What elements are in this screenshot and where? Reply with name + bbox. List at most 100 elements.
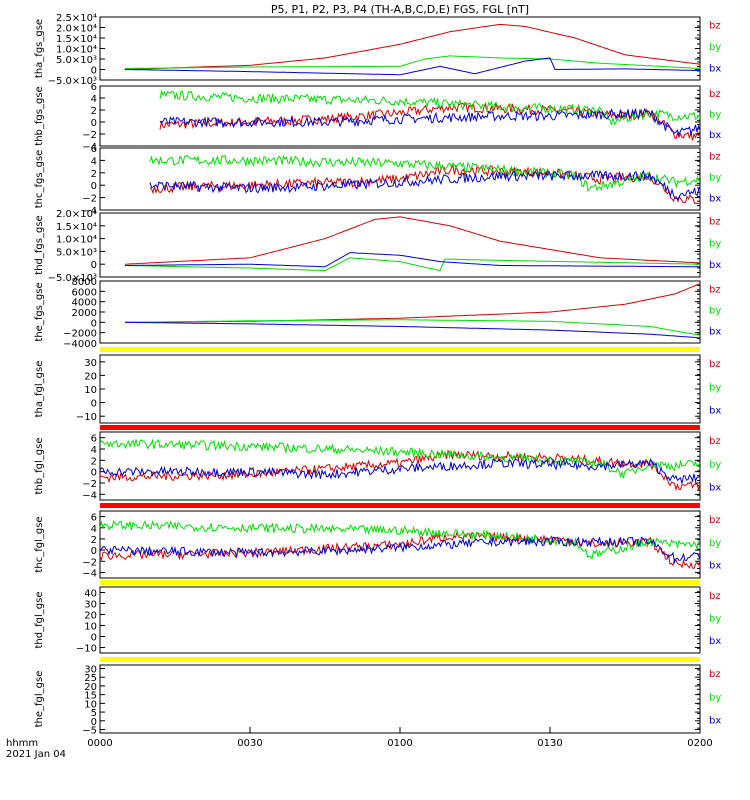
y-tick-label: −4 [82,142,97,153]
panel-frame [99,586,701,654]
status-bar-2 [100,503,700,508]
legend-bz: bz [709,515,721,526]
y-tick-label: 10 [84,385,97,396]
y-axis-label: the_fgl_gse [34,671,45,728]
y-tick-label: 1.0×10⁴ [56,235,97,246]
y-tick-label: −2 [82,194,97,205]
panel-tha_fgs_gse: 2.5×10⁴2.0×10⁴1.5×10⁴1.0×10⁴5.0×10³0−5.0… [34,13,721,87]
y-tick-label: −2 [82,557,97,568]
y-tick-label: −5.0×10³ [48,273,97,284]
series-bx [159,107,701,137]
legend-bz: bz [709,591,721,602]
x-tick-label: 0100 [387,738,412,749]
series-bx [99,458,701,484]
y-tick-label: 0 [91,318,97,329]
y-tick-label: −4 [82,568,97,579]
legend-by: by [709,306,721,317]
panel-frame [99,85,701,147]
y-axis-label: tha_fgl_gse [34,361,45,418]
y-tick-label: −2 [82,130,97,141]
series-by [124,55,701,69]
y-tick-label: 2 [91,456,97,467]
y-tick-label: 0 [91,181,97,192]
y-tick-label: 10 [84,699,97,710]
series-bx [99,535,701,565]
panel-tha_fgl_gse: 30 20 10 0 −10 tha_fgl_gse bz by bx [34,354,721,424]
status-bar-4 [100,657,700,662]
y-tick-label: 10 [84,622,97,633]
y-tick-label: 2 [91,106,97,117]
date-label: 2021 Jan 04 [6,749,66,760]
time-unit-label: hhmm [6,738,38,749]
series-bx [124,321,701,339]
y-tick-label: 1.5×10⁴ [56,34,97,45]
y-tick-label: −2 [82,479,97,490]
x-tick-label: 0200 [687,738,712,749]
legend-by: by [709,538,721,549]
y-tick-label: −2000 [63,329,97,340]
legend-bz: bz [709,21,721,32]
legend-bx: bx [709,130,721,141]
legend-bz: bz [709,284,721,295]
y-axis-label: thb_fgs_gse [34,86,45,145]
y-axis-label: the_fgs_gse [34,282,45,341]
legend-bx: bx [709,405,721,416]
y-tick-label: 0 [91,546,97,557]
y-tick-label: 6 [91,513,97,524]
series-bz [124,23,701,70]
y-tick-label: 30 [84,664,97,675]
legend-bz: bz [709,669,721,680]
legend-by: by [709,110,721,121]
y-tick-label: 4 [91,445,97,456]
series-by [149,154,700,192]
y-tick-label: −4000 [63,339,97,350]
series-by [125,257,700,272]
y-tick-label: 4 [91,524,97,535]
y-tick-label: 0 [91,260,97,271]
y-tick-label: 25 [84,673,97,684]
y-tick-label: 1.0×10⁴ [56,45,97,56]
x-tick-label: 0000 [87,738,112,749]
y-tick-label: 4 [91,94,97,105]
legend-bx: bx [709,715,721,726]
legend-bx: bx [709,482,721,493]
chart-title: P5, P1, P2, P3, P4 (TH-A,B,C,D,E) FGS, F… [271,3,529,16]
legend-bx: bx [709,260,721,271]
series-bz [124,216,701,265]
status-bar-3 [100,580,700,585]
legend-by: by [709,42,721,53]
x-tick-label: 0030 [237,738,262,749]
legend-bz: bz [709,89,721,100]
y-tick-label: 40 [84,589,97,600]
y-tick-label: 2000 [72,308,97,319]
series-bx [149,169,700,200]
status-bar-1 [100,425,700,430]
y-tick-label: 20 [84,611,97,622]
series-bz [159,101,701,141]
y-axis-label: tha_fgs_gse [34,19,45,78]
y-tick-label: 6 [91,434,97,445]
y-tick-label: 5.0×10³ [56,247,97,258]
y-tick-label: 0 [91,468,97,479]
y-tick-label: 8000 [72,277,97,288]
y-tick-label: −4 [82,490,97,501]
legend-by: by [709,382,721,393]
y-axis-label: thd_fgs_gse [34,215,45,274]
y-tick-label: 4000 [72,298,97,309]
series-by [99,520,701,561]
y-tick-label: 5.0×10³ [56,55,97,66]
y-tick-label: 30 [84,600,97,611]
series-bz [99,449,701,492]
y-tick-label: 30 [84,358,97,369]
legend-by: by [709,238,721,249]
y-tick-label: 2.0×10⁴ [56,209,97,220]
y-tick-label: −5.0×10³ [48,76,97,87]
legend-by: by [709,692,721,703]
panels: 2.5×10⁴2.0×10⁴1.5×10⁴1.0×10⁴5.0×10³0−5.0… [34,13,721,737]
